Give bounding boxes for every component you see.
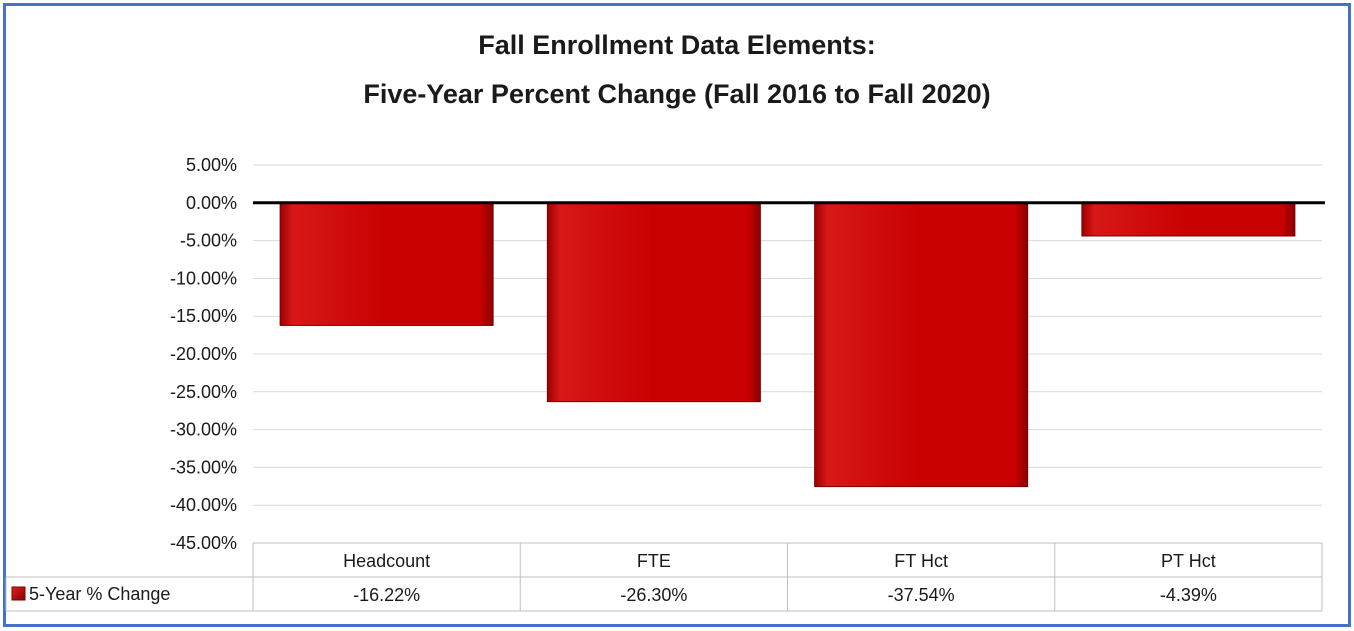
y-tick-label: -5.00% bbox=[180, 231, 237, 251]
bar-fte bbox=[546, 202, 761, 403]
bar-ft-hct bbox=[814, 202, 1029, 488]
data-table-value: -37.54% bbox=[888, 585, 955, 605]
legend-key bbox=[11, 586, 26, 601]
chart-title-line-2: Five-Year Percent Change (Fall 2016 to F… bbox=[363, 79, 991, 109]
y-tick-label: -35.00% bbox=[170, 457, 237, 477]
chart-title-line-1: Fall Enrollment Data Elements: bbox=[478, 30, 876, 60]
y-tick-label: -20.00% bbox=[170, 344, 237, 364]
y-axis-ticks: 5.00% 0.00% -5.00% -10.00% -15.00% -20.00% -25… bbox=[170, 155, 237, 553]
y-tick-label: -45.00% bbox=[170, 533, 237, 553]
category-label: FT Hct bbox=[894, 551, 948, 571]
y-tick-label: 5.00% bbox=[186, 155, 237, 175]
data-table-value: -16.22% bbox=[353, 585, 420, 605]
category-label: FTE bbox=[637, 551, 671, 571]
y-tick-label: -30.00% bbox=[170, 420, 237, 440]
bar-headcount bbox=[279, 202, 494, 326]
data-table-value: -26.30% bbox=[620, 585, 687, 605]
y-tick-label: -40.00% bbox=[170, 495, 237, 515]
y-tick-label: -25.00% bbox=[170, 382, 237, 402]
legend-series-label: 5-Year % Change bbox=[29, 584, 170, 604]
data-table: Headcount FTE FT Hct PT Hct -16.22% -26.30% -3… bbox=[5, 542, 1323, 612]
category-label: PT Hct bbox=[1161, 551, 1216, 571]
category-label: Headcount bbox=[343, 551, 430, 571]
y-tick-label: -15.00% bbox=[170, 306, 237, 326]
data-table-value: -4.39% bbox=[1160, 585, 1217, 605]
bars bbox=[279, 202, 1296, 488]
y-tick-label: 0.00% bbox=[186, 193, 237, 213]
bar-pt-hct bbox=[1081, 202, 1296, 237]
y-tick-label: -10.00% bbox=[170, 268, 237, 288]
